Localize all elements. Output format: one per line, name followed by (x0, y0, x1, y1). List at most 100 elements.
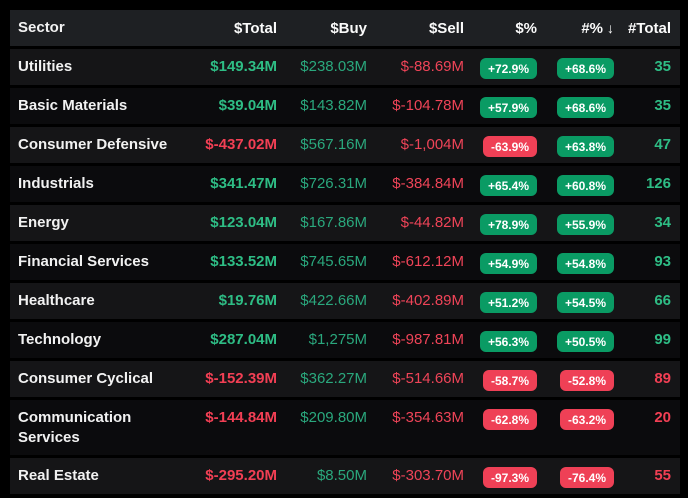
table-row[interactable]: Financial Services $133.52M $745.65M $-6… (10, 241, 680, 280)
pct-num-badge: +54.8% (556, 253, 614, 275)
table-header-row: Sector $Total $Buy $Sell $% #% ↓ #Total (10, 10, 680, 46)
sector-name: Utilities (18, 58, 73, 75)
pct-usd-badge: +51.2% (479, 292, 537, 314)
sector-name: Consumer Cyclical (18, 370, 154, 387)
pct-usd-cell: +54.9% (464, 244, 537, 275)
total-usd-value: $-152.39M (205, 370, 277, 387)
table-row[interactable]: Industrials $341.47M $726.31M $-384.84M … (10, 163, 680, 202)
pct-num-cell: +50.5% (537, 322, 614, 353)
pct-usd-cell: +72.9% (464, 49, 537, 80)
pct-usd-badge: +78.9% (479, 214, 537, 236)
pct-usd-cell: +78.9% (464, 205, 537, 236)
sell-value: $-514.66M (392, 370, 464, 387)
pct-num-badge: -76.4% (559, 467, 614, 489)
pct-usd-badge: +54.9% (479, 253, 537, 275)
sell-value: $-402.89M (392, 292, 464, 309)
pct-num-cell: +54.8% (537, 244, 614, 275)
pct-num-cell: +68.6% (537, 49, 614, 80)
pct-usd-cell: -62.8% (464, 400, 537, 431)
sell-value: $-88.69M (400, 58, 464, 75)
pct-num-cell: +63.8% (537, 127, 614, 158)
sector-flow-table: Sector $Total $Buy $Sell $% #% ↓ #Total U… (10, 10, 680, 494)
pct-usd-badge: -58.7% (482, 370, 537, 392)
pct-num-badge: +50.5% (556, 331, 614, 353)
total-count-value: 47 (654, 136, 671, 153)
pct-usd-cell: +56.3% (464, 322, 537, 353)
table-row[interactable]: Healthcare $19.76M $422.66M $-402.89M +5… (10, 280, 680, 319)
sector-name: Real Estate (18, 467, 99, 484)
pct-num-cell: +55.9% (537, 205, 614, 236)
buy-value: $209.80M (300, 409, 367, 426)
pct-usd-badge: +72.9% (479, 58, 537, 80)
total-usd-value: $19.76M (218, 292, 277, 309)
total-usd-value: $341.47M (210, 175, 277, 192)
column-header-pct-num[interactable]: #% ↓ (537, 20, 614, 37)
column-header-total-usd[interactable]: $Total (233, 19, 277, 37)
table-row[interactable]: Basic Materials $39.04M $143.82M $-104.7… (10, 85, 680, 124)
total-usd-value: $-437.02M (205, 136, 277, 153)
pct-num-badge: -63.2% (559, 409, 614, 431)
pct-num-badge: +60.8% (556, 175, 614, 197)
total-count-value: 34 (654, 214, 671, 231)
total-usd-value: $133.52M (210, 253, 277, 270)
table-row[interactable]: Consumer Defensive $-437.02M $567.16M $-… (10, 124, 680, 163)
sector-name: Consumer Defensive (18, 136, 168, 153)
total-count-value: 89 (654, 370, 671, 387)
pct-num-badge: -52.8% (559, 370, 614, 392)
table-row[interactable]: Utilities $149.34M $238.03M $-88.69M +72… (10, 46, 680, 85)
pct-usd-cell: +57.9% (464, 88, 537, 119)
pct-usd-badge: -97.3% (482, 467, 537, 489)
sector-name: Technology (18, 331, 102, 348)
pct-usd-badge: -62.8% (482, 409, 537, 431)
pct-usd-cell: +65.4% (464, 166, 537, 197)
pct-num-badge: +54.5% (556, 292, 614, 314)
buy-value: $567.16M (300, 136, 367, 153)
table-row[interactable]: Consumer Cyclical $-152.39M $362.27M $-5… (10, 358, 680, 397)
pct-num-cell: +60.8% (537, 166, 614, 197)
column-header-total-count[interactable]: #Total (627, 19, 671, 37)
table-row[interactable]: Communication Services $-144.84M $209.80… (10, 397, 680, 455)
pct-usd-cell: -63.9% (464, 127, 537, 158)
sell-value: $-354.63M (392, 409, 464, 426)
table-row[interactable]: Energy $123.04M $167.86M $-44.82M +78.9%… (10, 202, 680, 241)
sector-name: Basic Materials (18, 97, 128, 114)
sell-value: $-384.84M (392, 175, 464, 192)
sell-value: $-303.70M (392, 467, 464, 484)
pct-num-cell: -63.2% (537, 400, 614, 431)
sell-value: $-44.82M (400, 214, 464, 231)
total-usd-value: $123.04M (210, 214, 277, 231)
total-usd-value: $149.34M (210, 58, 277, 75)
total-count-value: 66 (654, 292, 671, 309)
buy-value: $362.27M (300, 370, 367, 387)
column-header-sell[interactable]: $Sell (428, 19, 464, 37)
sector-name: Energy (18, 214, 69, 231)
sell-value: $-612.12M (392, 253, 464, 270)
buy-value: $422.66M (300, 292, 367, 309)
total-count-value: 35 (654, 58, 671, 75)
buy-value: $1,275M (308, 331, 367, 348)
column-header-pct-num-label: #% (581, 19, 603, 37)
table-row[interactable]: Real Estate $-295.20M $8.50M $-303.70M -… (10, 455, 680, 494)
total-count-value: 126 (645, 175, 671, 192)
total-count-value: 55 (654, 467, 671, 484)
column-header-sector[interactable]: Sector (18, 19, 65, 37)
column-header-buy[interactable]: $Buy (330, 19, 367, 37)
total-count-value: 20 (654, 409, 671, 426)
pct-num-cell: -52.8% (537, 361, 614, 392)
total-usd-value: $-144.84M (205, 409, 277, 426)
sort-desc-icon: ↓ (607, 19, 614, 36)
pct-usd-cell: -58.7% (464, 361, 537, 392)
pct-usd-badge: +56.3% (479, 331, 537, 353)
pct-num-cell: +54.5% (537, 283, 614, 314)
buy-value: $726.31M (300, 175, 367, 192)
column-header-pct-usd[interactable]: $% (515, 19, 537, 37)
sell-value: $-104.78M (392, 97, 464, 114)
pct-num-badge: +55.9% (556, 214, 614, 236)
buy-value: $8.50M (316, 467, 367, 484)
table-row[interactable]: Technology $287.04M $1,275M $-987.81M +5… (10, 319, 680, 358)
buy-value: $745.65M (300, 253, 367, 270)
sector-name: Healthcare (18, 292, 95, 309)
sector-name: Industrials (18, 175, 94, 192)
buy-value: $167.86M (300, 214, 367, 231)
total-count-value: 35 (654, 97, 671, 114)
